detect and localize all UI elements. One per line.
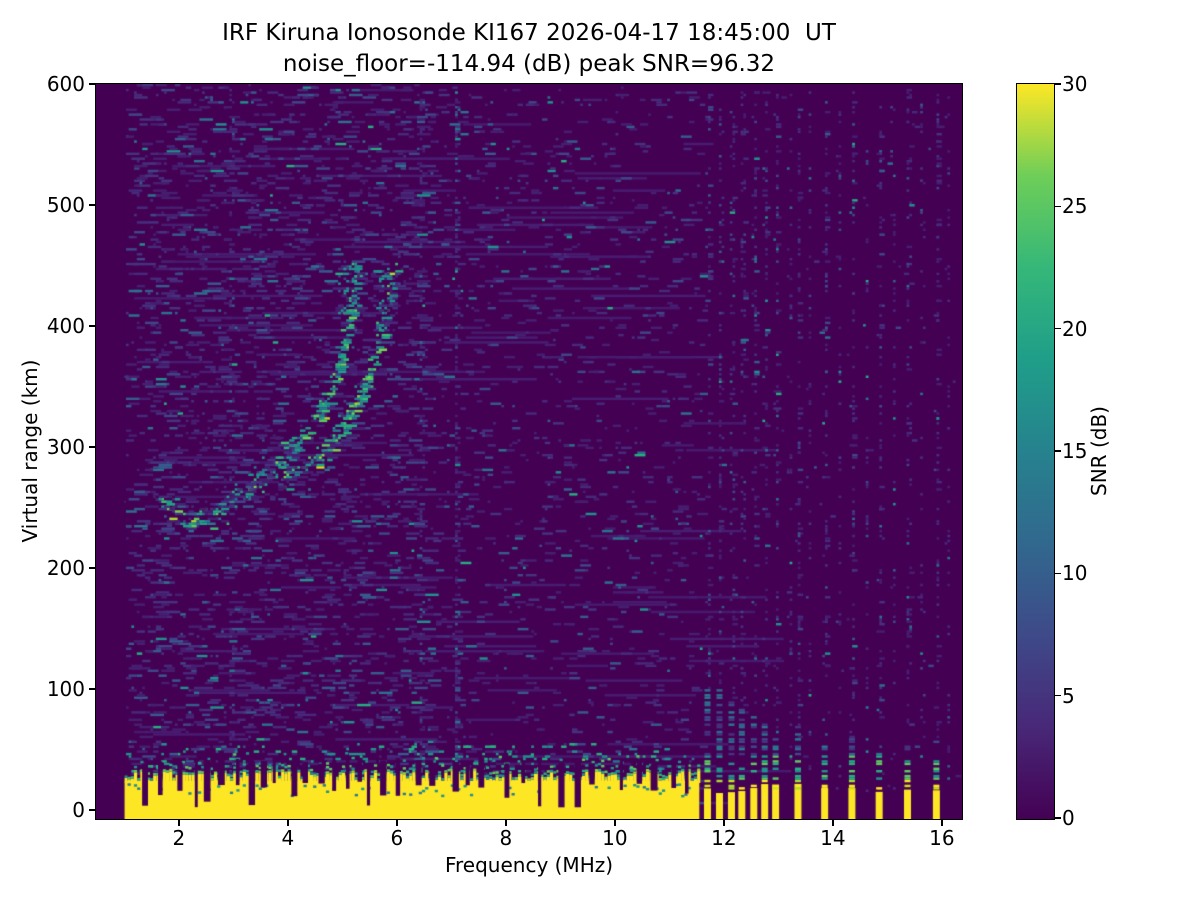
x-tick-label: 14 bbox=[820, 826, 846, 850]
x-tick-mark bbox=[614, 819, 616, 826]
colorbar-tick-mark bbox=[1054, 450, 1061, 452]
colorbar-tick-label: 15 bbox=[1062, 439, 1088, 463]
plot-title-line1: IRF Kiruna Ionosonde KI167 2026-04-17 18… bbox=[222, 20, 836, 46]
colorbar-tick-label: 20 bbox=[1062, 316, 1088, 341]
colorbar-tick-mark bbox=[1054, 694, 1061, 697]
x-tick-mark bbox=[505, 819, 507, 826]
x-tick-mark bbox=[832, 819, 834, 826]
x-tick-mark bbox=[178, 819, 180, 826]
x-axis-label: Frequency (MHz) bbox=[444, 853, 614, 877]
x-tick-label: 2 bbox=[172, 826, 186, 850]
y-tick-mark bbox=[89, 809, 96, 811]
colorbar-tick-mark bbox=[1054, 817, 1061, 819]
x-tick-mark bbox=[723, 819, 725, 826]
y-tick-label: 500 bbox=[46, 193, 85, 217]
plot-title-line2: noise_floor=-114.94 (dB) peak SNR=96.32 bbox=[282, 51, 776, 77]
plot-area bbox=[95, 83, 963, 820]
y-tick-mark bbox=[89, 325, 96, 327]
colorbar-tick-mark bbox=[1054, 572, 1061, 575]
x-tick-label: 8 bbox=[499, 826, 513, 850]
x-tick-label: 12 bbox=[711, 826, 737, 850]
x-tick-label: 6 bbox=[390, 826, 404, 850]
ionogram-heatmap bbox=[96, 84, 962, 819]
colorbar-tick-label: 30 bbox=[1062, 72, 1088, 96]
y-tick-label: 100 bbox=[46, 677, 85, 702]
x-tick-label: 16 bbox=[929, 826, 955, 850]
y-tick-mark bbox=[89, 688, 96, 690]
colorbar-tick-label: 5 bbox=[1062, 683, 1075, 708]
colorbar-tick-label: 25 bbox=[1062, 194, 1088, 219]
colorbar-tick-mark bbox=[1054, 83, 1061, 85]
y-tick-mark bbox=[89, 204, 96, 206]
y-tick-mark bbox=[89, 446, 96, 448]
y-tick-label: 600 bbox=[46, 72, 85, 96]
x-tick-mark bbox=[941, 819, 943, 826]
y-tick-label: 400 bbox=[46, 314, 85, 338]
colorbar-tick-mark bbox=[1054, 327, 1061, 330]
colorbar-tick-mark bbox=[1054, 205, 1061, 208]
y-tick-label: 300 bbox=[46, 435, 85, 460]
y-tick-mark bbox=[89, 83, 96, 85]
y-tick-mark bbox=[89, 567, 96, 569]
x-tick-label: 4 bbox=[281, 826, 295, 850]
y-tick-label: 0 bbox=[72, 798, 85, 823]
colorbar-tick-label: 10 bbox=[1062, 561, 1088, 586]
colorbar-tick-label: 0 bbox=[1062, 806, 1075, 830]
x-tick-mark bbox=[396, 819, 398, 826]
x-tick-label: 10 bbox=[602, 826, 628, 850]
y-tick-label: 200 bbox=[46, 556, 85, 581]
colorbar bbox=[1016, 83, 1055, 820]
x-tick-mark bbox=[287, 819, 289, 826]
